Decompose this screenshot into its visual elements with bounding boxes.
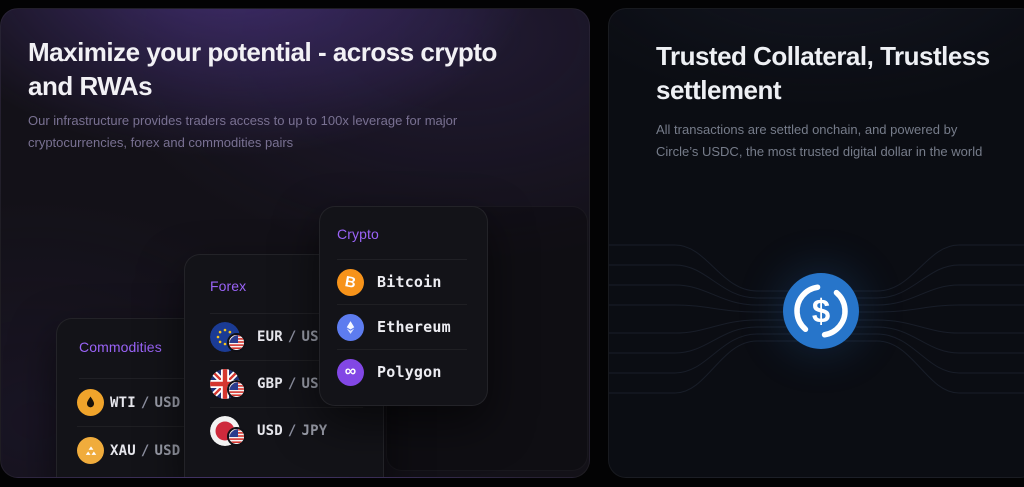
pair-label: WTI / USD xyxy=(110,394,181,411)
asset-label: Polygon xyxy=(377,363,442,381)
pair-label: XAU / USD xyxy=(110,442,181,459)
leverage-heading-line2: and RWAs xyxy=(28,71,153,102)
pair-row-gbp-usd: GBP / USD xyxy=(185,361,383,407)
usd-flag-icon xyxy=(227,333,246,352)
pair-label: GBP / USD xyxy=(257,376,328,392)
pair-label: EUR / USD xyxy=(257,329,328,345)
settlement-heading-line2: settlement xyxy=(656,75,782,106)
gold-bars-icon xyxy=(77,437,104,464)
leverage-panel: Maximize your potential - across crypto a… xyxy=(0,8,590,478)
pair-label: USD / JPY xyxy=(257,423,328,439)
divider xyxy=(210,407,363,408)
pair-row-usd-jpy: USD / JPY xyxy=(185,408,383,454)
usd-flag-icon xyxy=(227,380,246,399)
bitcoin-icon: B xyxy=(337,268,364,296)
leverage-subtitle: Our infrastructure provides traders acce… xyxy=(28,113,458,150)
usd-flag-icon xyxy=(227,427,246,446)
dollar-sign: $ xyxy=(812,293,830,330)
settlement-panel: Trusted Collateral, Trustless settlement … xyxy=(608,8,1024,478)
forex-card-title: Forex xyxy=(210,278,247,294)
asset-row-ethereum: Ethereum xyxy=(320,305,487,349)
pair-row-xau-usd: XAU / USD xyxy=(57,427,241,474)
settlement-subtitle: All transactions are settled onchain, an… xyxy=(656,122,983,159)
pair-row-wti-usd: WTI / USD xyxy=(57,379,241,426)
divider xyxy=(337,349,467,350)
divider xyxy=(210,360,363,361)
polygon-icon: ∞ xyxy=(337,358,364,386)
divider xyxy=(77,426,223,427)
asset-row-bitcoin: B Bitcoin xyxy=(320,260,487,304)
settlement-heading: Trusted Collateral, Trustless settlement xyxy=(656,39,1024,108)
leverage-heading: Maximize your potential - across crypto a… xyxy=(28,35,568,104)
usdc-logo-icon: $ xyxy=(783,273,859,349)
crypto-card-title: Crypto xyxy=(337,226,379,242)
settlement-heading-line1: Trusted Collateral, Trustless xyxy=(656,41,990,71)
divider xyxy=(210,313,363,314)
ethereum-icon xyxy=(337,313,364,341)
asset-label: Bitcoin xyxy=(377,273,442,291)
oil-drop-icon xyxy=(77,389,104,416)
asset-label: Ethereum xyxy=(377,318,451,336)
divider xyxy=(79,378,223,379)
divider xyxy=(337,259,467,260)
leverage-heading-line1: Maximize your potential - across crypto xyxy=(28,37,497,67)
divider xyxy=(337,304,467,305)
crypto-card: Crypto B Bitcoin Ethereum ∞ Polygon xyxy=(319,206,488,406)
commodities-card-title: Commodities xyxy=(79,339,162,355)
pair-row-eur-usd: EUR / USD xyxy=(185,314,383,360)
asset-row-polygon: ∞ Polygon xyxy=(320,350,487,394)
